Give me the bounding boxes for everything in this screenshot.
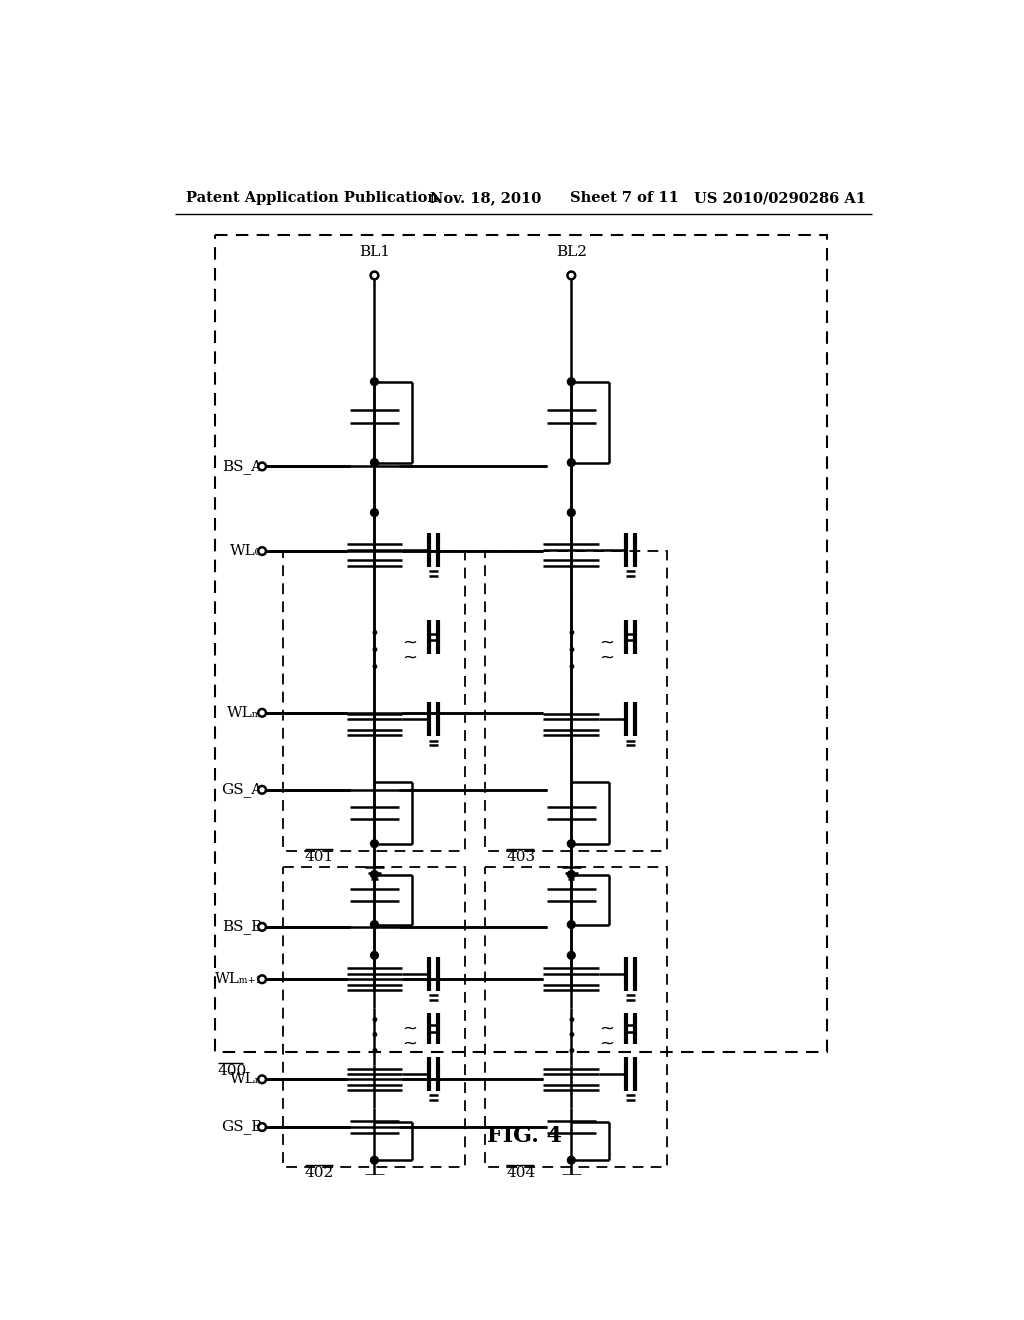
Circle shape [258, 785, 266, 793]
Circle shape [258, 1076, 266, 1084]
Circle shape [258, 709, 266, 717]
Text: Nov. 18, 2010: Nov. 18, 2010 [430, 191, 542, 206]
Text: 404: 404 [506, 1166, 536, 1180]
Text: •: • [370, 659, 379, 677]
Text: •: • [566, 1043, 577, 1060]
Text: 401: 401 [305, 850, 334, 863]
Text: •: • [566, 1027, 577, 1045]
Text: •: • [370, 1027, 379, 1045]
Text: ~
~: ~ ~ [599, 1019, 614, 1053]
Text: •: • [370, 1043, 379, 1060]
Text: •: • [370, 643, 379, 660]
Circle shape [567, 378, 575, 385]
Text: 400: 400 [218, 1064, 247, 1078]
Circle shape [371, 1156, 378, 1164]
Circle shape [567, 458, 575, 466]
Bar [484, 867, 667, 1167]
Bar [283, 552, 465, 851]
Circle shape [371, 378, 378, 385]
Circle shape [567, 1156, 575, 1164]
Text: ~
~: ~ ~ [402, 1019, 418, 1053]
Text: •: • [370, 626, 379, 643]
Text: WL₀: WL₀ [230, 544, 262, 558]
Text: ~
~: ~ ~ [599, 634, 614, 667]
Text: Patent Application Publication: Patent Application Publication [186, 191, 438, 206]
Bar [484, 552, 667, 851]
Text: •: • [566, 626, 577, 643]
Circle shape [567, 921, 575, 928]
Text: WLₙ: WLₙ [229, 1072, 262, 1086]
Circle shape [371, 272, 378, 280]
Text: FIG. 4: FIG. 4 [487, 1125, 562, 1147]
Bar [283, 867, 465, 1167]
Circle shape [258, 975, 266, 983]
Circle shape [567, 952, 575, 960]
Circle shape [567, 871, 575, 878]
Text: US 2010/0290286 A1: US 2010/0290286 A1 [693, 191, 865, 206]
Circle shape [567, 840, 575, 847]
Text: •: • [370, 1012, 379, 1030]
Text: GS_A: GS_A [221, 783, 262, 797]
Text: •: • [566, 1012, 577, 1030]
Text: 403: 403 [506, 850, 536, 863]
Text: BL2: BL2 [556, 244, 587, 259]
Circle shape [371, 840, 378, 847]
Text: Sheet 7 of 11: Sheet 7 of 11 [569, 191, 679, 206]
Circle shape [258, 1123, 266, 1131]
Text: 402: 402 [305, 1166, 334, 1180]
Text: BS_A: BS_A [222, 459, 262, 474]
Text: BL1: BL1 [359, 244, 390, 259]
Circle shape [371, 458, 378, 466]
Circle shape [258, 462, 266, 470]
Text: GS_B: GS_B [221, 1119, 262, 1134]
Circle shape [567, 272, 575, 280]
Circle shape [371, 952, 378, 960]
Text: BS_B: BS_B [222, 920, 262, 935]
Circle shape [371, 508, 378, 516]
Text: WLₘ: WLₘ [227, 706, 262, 719]
Circle shape [567, 508, 575, 516]
Circle shape [371, 871, 378, 878]
Bar [215, 235, 827, 1052]
Circle shape [258, 923, 266, 931]
Text: WLₘ₊₁: WLₘ₊₁ [215, 973, 262, 986]
Text: ~
~: ~ ~ [402, 634, 418, 667]
Text: •: • [566, 659, 577, 677]
Circle shape [258, 548, 266, 554]
Text: •: • [566, 643, 577, 660]
Circle shape [371, 921, 378, 928]
